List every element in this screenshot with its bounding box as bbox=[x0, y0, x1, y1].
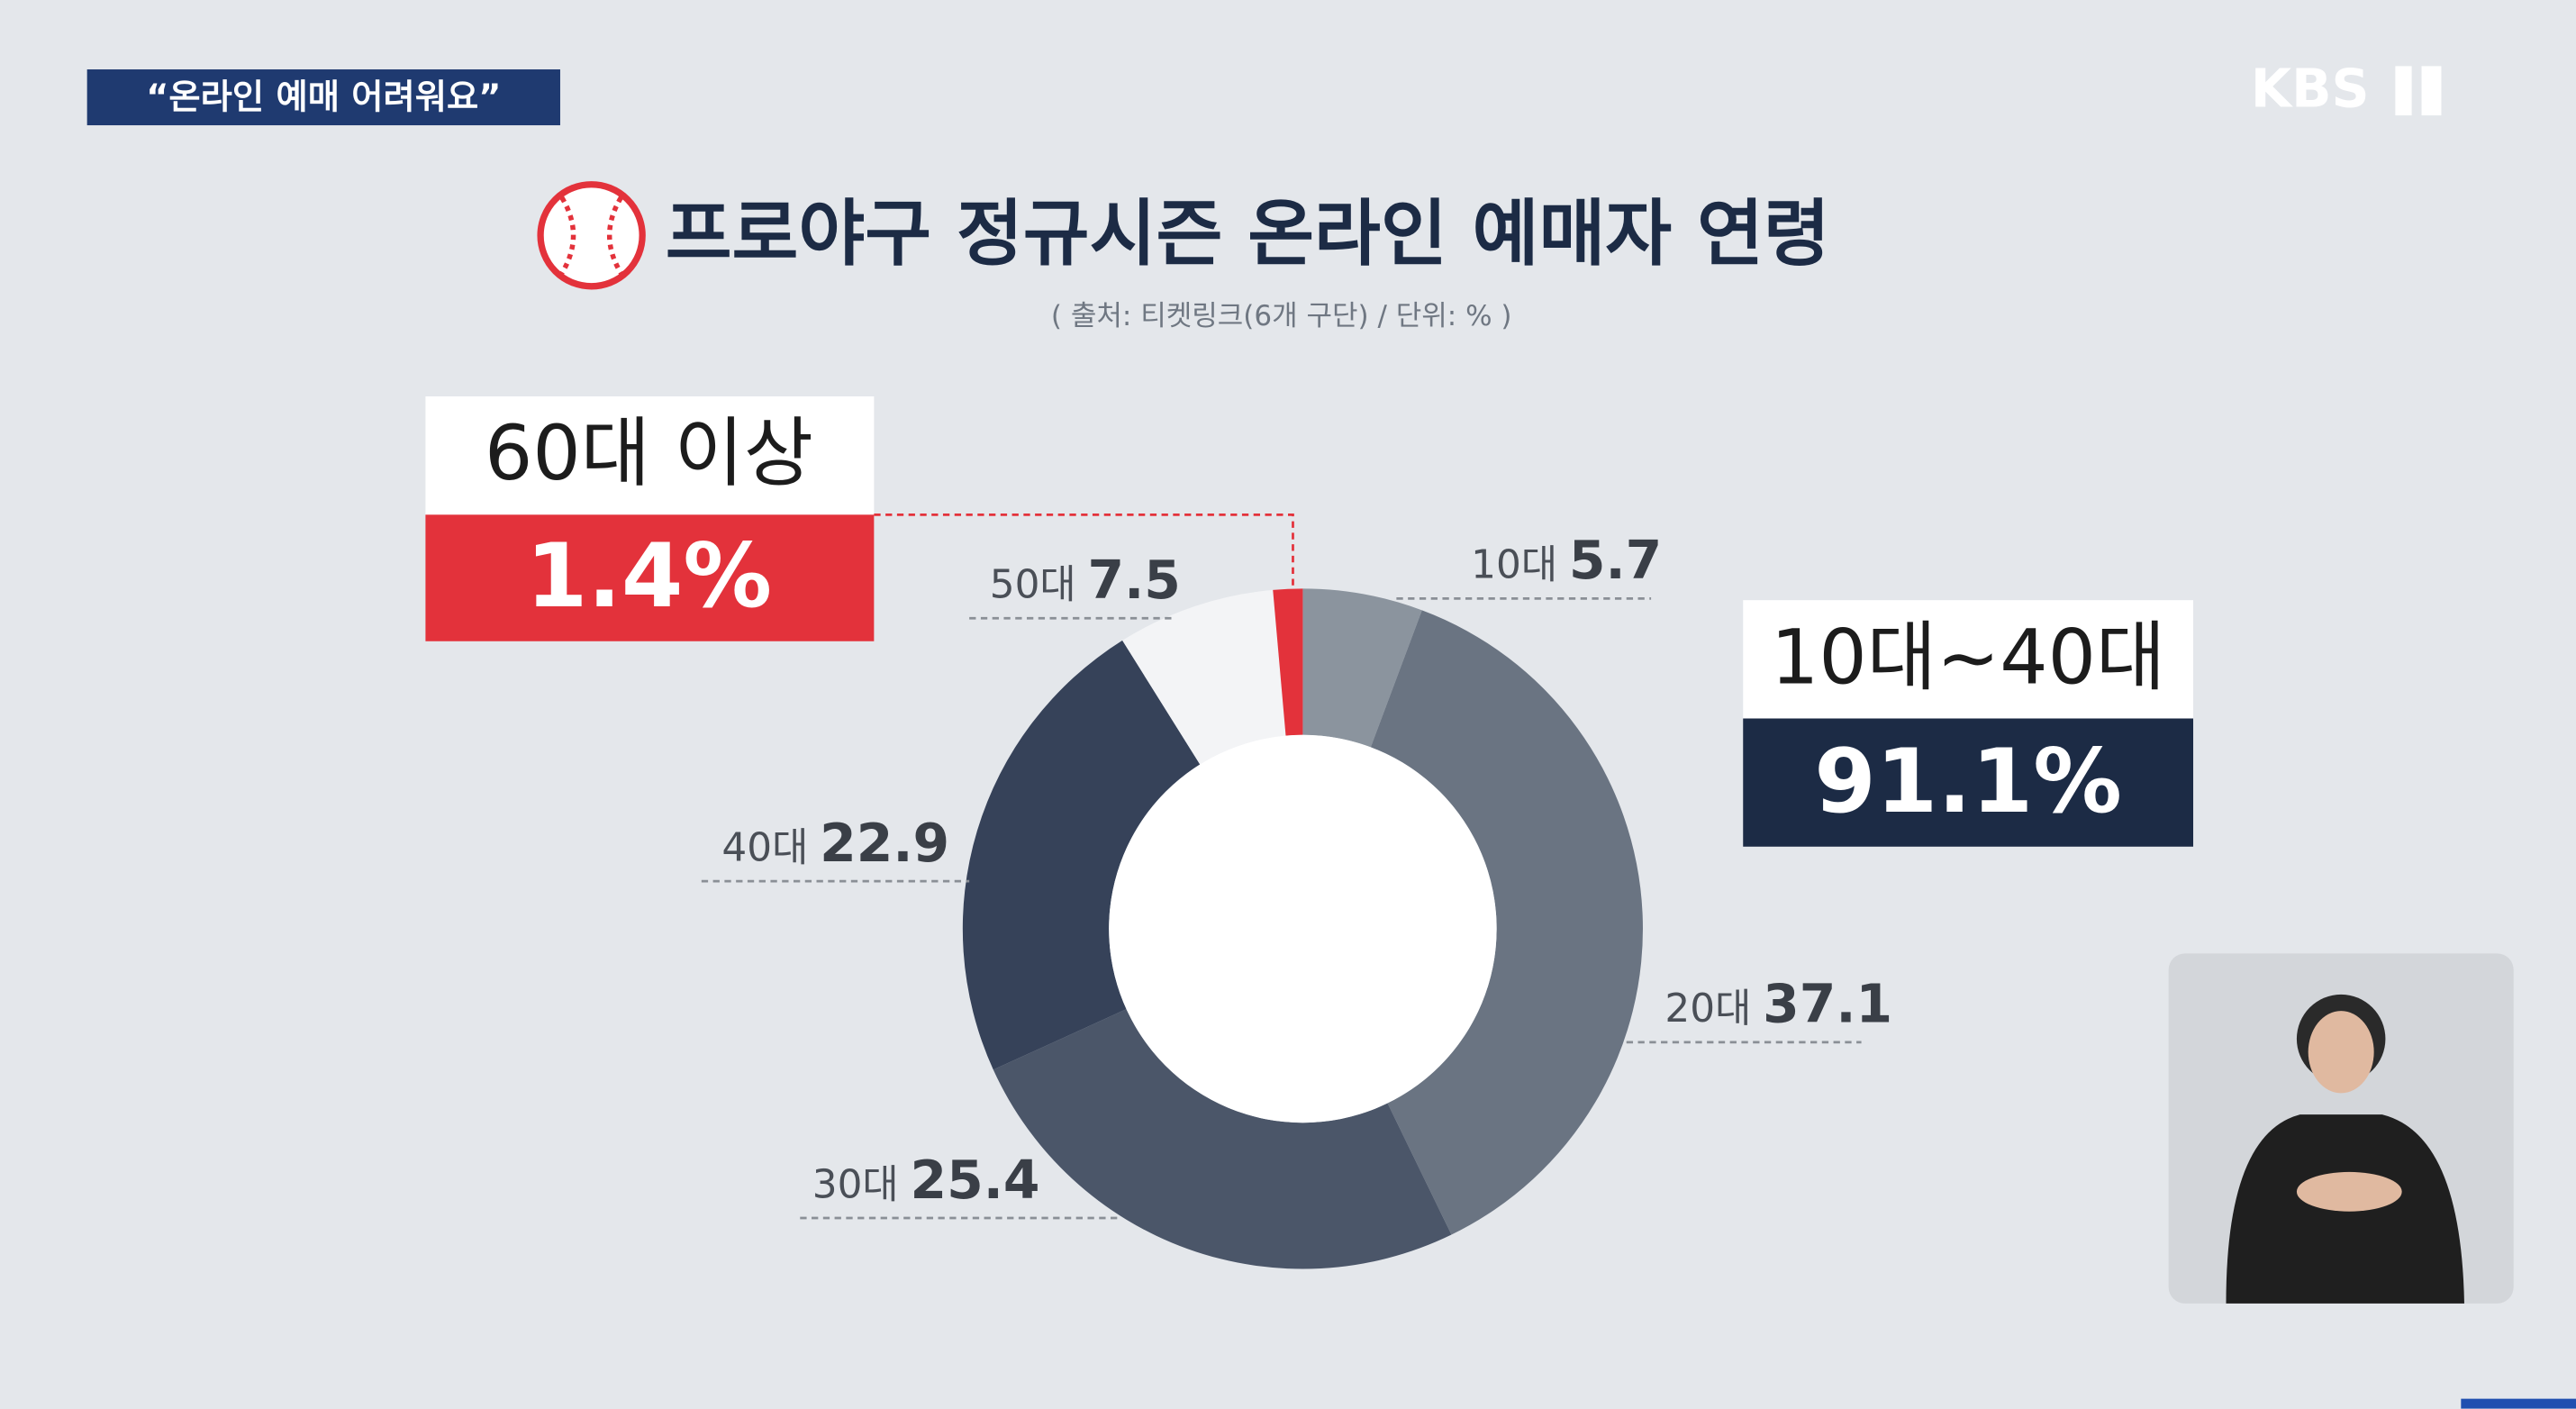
sector bbox=[1273, 588, 1303, 736]
sector bbox=[1370, 610, 1643, 1235]
callout-box bbox=[1743, 718, 2194, 847]
face bbox=[2308, 1011, 2374, 1094]
chart-title: 프로야구 정규시즌 온라인 예매자 연령 bbox=[666, 192, 1830, 276]
callout-box bbox=[425, 396, 875, 515]
logo-bar bbox=[2421, 66, 2442, 116]
value-label: 22.9 bbox=[820, 813, 949, 874]
slice-label: 30대 bbox=[812, 1161, 899, 1207]
callout-value: 1.4% bbox=[526, 525, 772, 628]
baseball-icon bbox=[537, 181, 646, 290]
sector bbox=[962, 640, 1201, 1070]
sector bbox=[1122, 589, 1286, 765]
stitches bbox=[559, 195, 623, 275]
value-label: 25.4 bbox=[910, 1150, 1039, 1211]
subtitle: ( 출처: 티켓링크(6개 구단) / 단위: % ) bbox=[1051, 300, 1512, 332]
callout-label: 60대 이상 bbox=[485, 409, 813, 497]
sector bbox=[993, 1009, 1452, 1269]
slice-label: 20대 bbox=[1664, 986, 1751, 1032]
logo-text: KBS bbox=[2251, 59, 2370, 120]
value-label: 37.1 bbox=[1763, 974, 1892, 1035]
callout-box bbox=[425, 514, 875, 641]
ball bbox=[537, 181, 646, 290]
leader-line bbox=[874, 513, 1294, 587]
value-label: 7.5 bbox=[1087, 550, 1180, 611]
slice-label: 10대 bbox=[1471, 542, 1557, 588]
value-label: 5.7 bbox=[1569, 530, 1662, 591]
slice-label: 40대 bbox=[721, 824, 808, 870]
corner-bar bbox=[2461, 1398, 2576, 1409]
hands bbox=[2296, 1171, 2402, 1212]
callout-box bbox=[1743, 600, 2194, 719]
sector bbox=[1302, 588, 1422, 748]
slice-label: 50대 bbox=[990, 562, 1076, 608]
logo-bar bbox=[2395, 66, 2412, 116]
callout-value: 91.1% bbox=[1814, 731, 2122, 833]
sign-language-inset bbox=[2168, 953, 2514, 1304]
header-box bbox=[86, 69, 560, 126]
header: “온라인 예매 어려워요” bbox=[146, 77, 501, 117]
donut-hole bbox=[1109, 734, 1497, 1123]
donut bbox=[962, 588, 1643, 1269]
callout-label: 10대~40대 bbox=[1771, 613, 2165, 701]
logo: KBS bbox=[2251, 59, 2442, 120]
